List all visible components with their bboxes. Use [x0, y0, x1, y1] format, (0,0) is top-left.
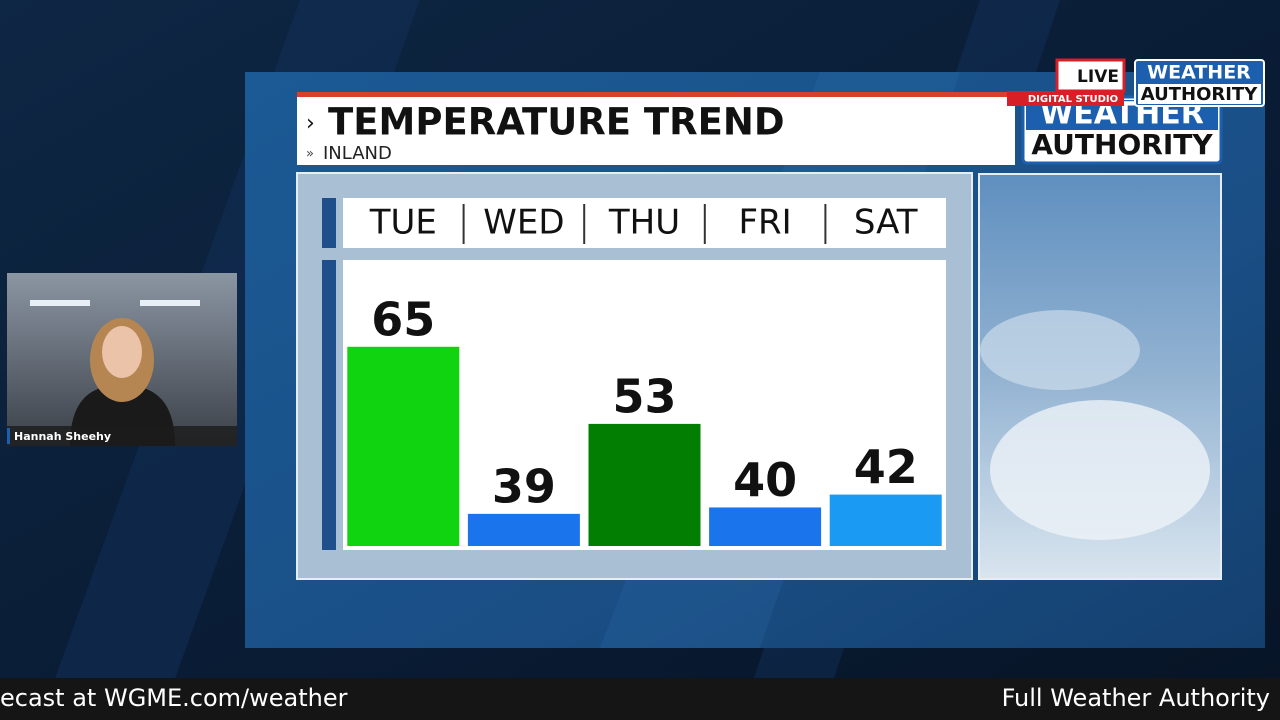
chart-title: TEMPERATURE TREND	[328, 101, 785, 144]
day-label: SAT	[854, 203, 918, 243]
name-strip	[7, 426, 237, 446]
ticker-bar	[0, 678, 1280, 720]
header-bar	[297, 97, 1015, 165]
studio-badge	[1007, 91, 1124, 106]
cloud	[990, 400, 1210, 540]
value-label: 39	[492, 459, 556, 513]
live-text: LIVE	[1077, 67, 1119, 87]
header-accent	[297, 92, 1015, 97]
day-label: THU	[608, 203, 680, 243]
name-accent	[7, 428, 10, 444]
studio-text: DIGITAL STUDIO	[1028, 94, 1118, 105]
ticker-text: Full Weather Authority	[1002, 684, 1270, 712]
value-label: 42	[854, 440, 918, 494]
bar	[709, 507, 822, 546]
ticker-text: ecast at WGME.com/weather	[0, 684, 348, 712]
cloud	[980, 310, 1140, 390]
day-header	[343, 198, 946, 248]
chart: TUE 65 WED 39 THU 53 FRI 40 SAT 42	[347, 203, 942, 546]
value-label: 40	[733, 453, 797, 507]
bar	[588, 423, 701, 546]
presenter-name: Hannah Sheehy	[14, 430, 111, 443]
side-stripe	[322, 198, 336, 248]
logo-line: WEATHER	[1147, 62, 1251, 84]
bar	[829, 494, 942, 546]
logo-strip	[1138, 84, 1261, 104]
presenter-face	[102, 326, 142, 378]
chart-subtitle: INLAND	[323, 143, 392, 164]
bar	[347, 346, 460, 546]
subtitle-chevron: »	[306, 147, 314, 162]
day-label: TUE	[369, 203, 437, 243]
day-label: WED	[483, 203, 564, 243]
value-label: 65	[371, 292, 435, 346]
logo-line: AUTHORITY	[1031, 128, 1213, 161]
cam-light	[140, 300, 200, 306]
day-label: FRI	[738, 203, 791, 243]
value-label: 53	[612, 369, 676, 423]
bar	[467, 513, 580, 546]
header-chevron: ›	[306, 111, 315, 136]
cam-light	[30, 300, 90, 306]
logo-line: AUTHORITY	[1141, 84, 1258, 105]
side-stripe	[322, 260, 336, 550]
